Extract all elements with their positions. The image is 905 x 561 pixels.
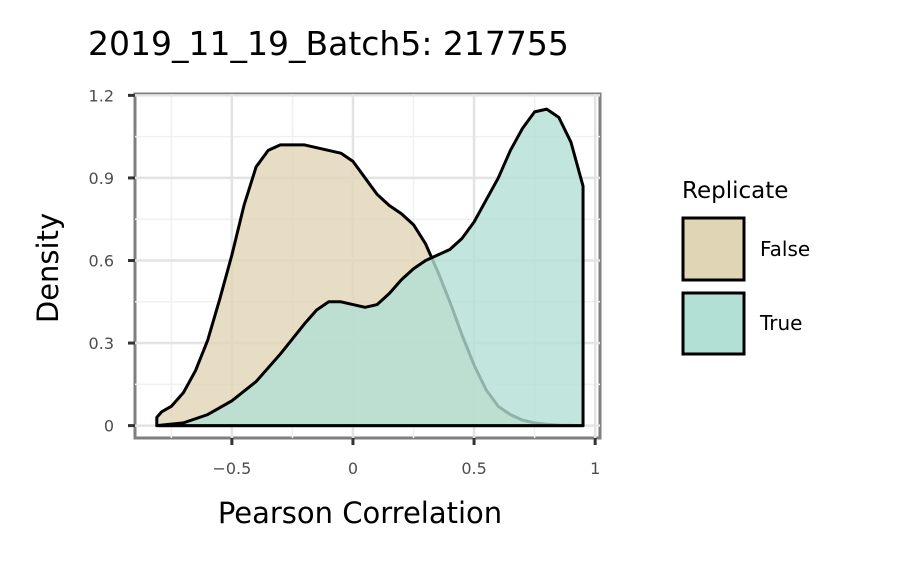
chart-title: 2019_11_19_Batch5: 217755: [88, 24, 569, 63]
legend-title: Replicate: [682, 178, 788, 204]
density-area-true: [156, 109, 584, 426]
y-axis-title: Density: [31, 213, 65, 323]
legend: Replicate False True: [681, 178, 810, 356]
y-tick-label-4: 1.2: [89, 86, 114, 105]
legend-label-true: True: [759, 311, 802, 335]
y-tick-label-2: 0.6: [89, 251, 114, 270]
y-tick-label-3: 0.9: [89, 169, 114, 188]
legend-key-true: [681, 291, 746, 356]
x-axis-title: Pearson Correlation: [218, 496, 502, 530]
legend-label-false: False: [760, 237, 810, 261]
x-tick-label-0: −0.5: [212, 459, 251, 478]
x-tick-label-3: 1: [590, 459, 600, 478]
y-tick-label-1: 0.3: [89, 334, 114, 353]
density-areas: [155, 107, 585, 428]
x-tick-label-2: 0.5: [461, 459, 486, 478]
y-tick-label-0: 0: [104, 417, 114, 436]
x-axis: −0.5 0 0.5 1: [212, 438, 600, 478]
y-axis: 0 0.3 0.6 0.9 1.2: [89, 86, 135, 436]
density-outline-true: [155, 107, 585, 428]
density-area-false: [156, 144, 584, 426]
x-tick-label-1: 0: [348, 459, 358, 478]
legend-key-false: [681, 216, 746, 282]
